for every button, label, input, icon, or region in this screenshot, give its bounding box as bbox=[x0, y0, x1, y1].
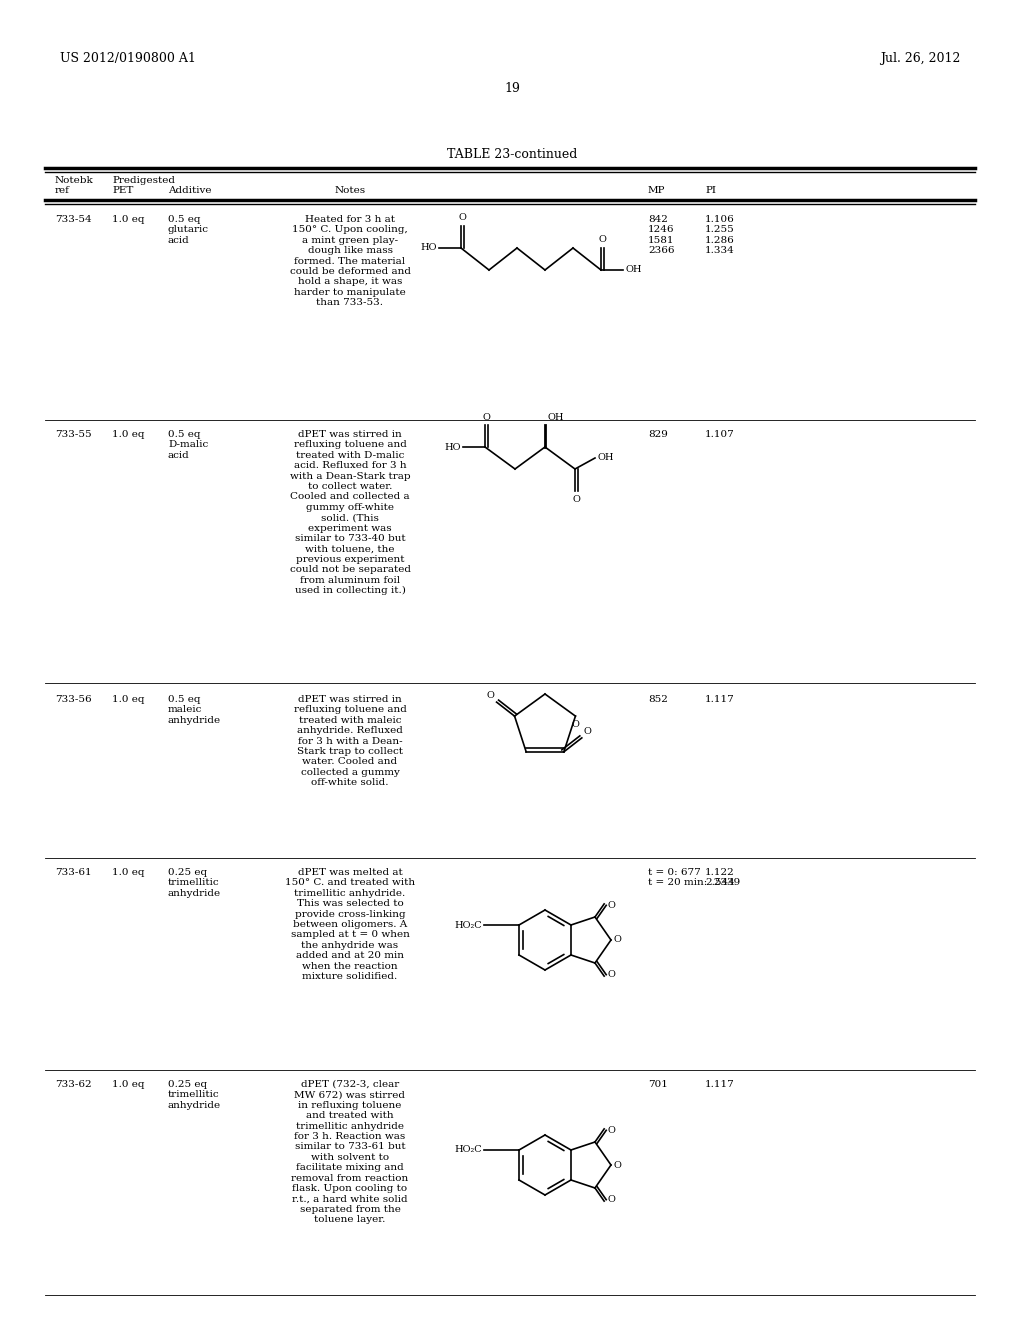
Text: HO: HO bbox=[444, 442, 461, 451]
Text: 1.106
1.255
1.286
1.334: 1.106 1.255 1.286 1.334 bbox=[705, 215, 735, 255]
Text: MP: MP bbox=[648, 186, 666, 195]
Text: 829: 829 bbox=[648, 430, 668, 440]
Text: O: O bbox=[607, 1126, 615, 1135]
Text: O: O bbox=[599, 235, 606, 244]
Text: Heated for 3 h at
150° C. Upon cooling,
a mint green play-
dough like mass
forme: Heated for 3 h at 150° C. Upon cooling, … bbox=[290, 215, 411, 308]
Text: 19: 19 bbox=[504, 82, 520, 95]
Text: 733-61: 733-61 bbox=[55, 869, 91, 876]
Text: 0.5 eq
maleic
anhydride: 0.5 eq maleic anhydride bbox=[168, 696, 221, 725]
Text: 1.0 eq: 1.0 eq bbox=[112, 869, 144, 876]
Text: HO: HO bbox=[421, 243, 437, 252]
Text: 733-56: 733-56 bbox=[55, 696, 91, 704]
Text: OH: OH bbox=[597, 454, 613, 462]
Text: ref: ref bbox=[55, 186, 70, 195]
Text: O: O bbox=[571, 721, 580, 729]
Text: Predigested: Predigested bbox=[112, 176, 175, 185]
Text: dPET was stirred in
refluxing toluene and
treated with D-malic
acid. Refluxed fo: dPET was stirred in refluxing toluene an… bbox=[290, 430, 411, 595]
Text: Notes: Notes bbox=[335, 186, 366, 195]
Text: O: O bbox=[614, 1160, 622, 1170]
Text: 1.0 eq: 1.0 eq bbox=[112, 430, 144, 440]
Text: O: O bbox=[607, 902, 615, 911]
Text: Jul. 26, 2012: Jul. 26, 2012 bbox=[880, 51, 961, 65]
Text: OH: OH bbox=[625, 265, 641, 275]
Text: HO₂C: HO₂C bbox=[455, 1146, 482, 1155]
Text: 1.0 eq: 1.0 eq bbox=[112, 1080, 144, 1089]
Text: 0.5 eq
D-malic
acid: 0.5 eq D-malic acid bbox=[168, 430, 208, 459]
Text: 1.107: 1.107 bbox=[705, 430, 735, 440]
Text: TABLE 23-continued: TABLE 23-continued bbox=[446, 148, 578, 161]
Text: O: O bbox=[482, 413, 490, 422]
Text: 1.122
2.544: 1.122 2.544 bbox=[705, 869, 735, 887]
Text: O: O bbox=[459, 213, 467, 222]
Text: O: O bbox=[607, 970, 615, 978]
Text: 0.25 eq
trimellitic
anhydride: 0.25 eq trimellitic anhydride bbox=[168, 869, 221, 898]
Text: O: O bbox=[584, 727, 592, 735]
Text: O: O bbox=[607, 1195, 615, 1204]
Text: OH: OH bbox=[548, 413, 564, 422]
Text: 733-62: 733-62 bbox=[55, 1080, 91, 1089]
Text: 1.117: 1.117 bbox=[705, 1080, 735, 1089]
Text: dPET was stirred in
refluxing toluene and
treated with maleic
anhydride. Refluxe: dPET was stirred in refluxing toluene an… bbox=[294, 696, 407, 787]
Text: PET: PET bbox=[112, 186, 133, 195]
Text: dPET was melted at
150° C. and treated with
trimellitic anhydride.
This was sele: dPET was melted at 150° C. and treated w… bbox=[285, 869, 415, 981]
Text: 701: 701 bbox=[648, 1080, 668, 1089]
Text: t = 0: 677
t = 20 min:  2339: t = 0: 677 t = 20 min: 2339 bbox=[648, 869, 740, 887]
Text: 1.117: 1.117 bbox=[705, 696, 735, 704]
Text: 852: 852 bbox=[648, 696, 668, 704]
Text: 842
1246
1581
2366: 842 1246 1581 2366 bbox=[648, 215, 675, 255]
Text: Notebk: Notebk bbox=[55, 176, 94, 185]
Text: 1.0 eq: 1.0 eq bbox=[112, 215, 144, 224]
Text: 733-54: 733-54 bbox=[55, 215, 91, 224]
Text: 733-55: 733-55 bbox=[55, 430, 91, 440]
Text: 0.5 eq
glutaric
acid: 0.5 eq glutaric acid bbox=[168, 215, 209, 244]
Text: PI: PI bbox=[705, 186, 716, 195]
Text: O: O bbox=[486, 692, 495, 700]
Text: US 2012/0190800 A1: US 2012/0190800 A1 bbox=[60, 51, 196, 65]
Text: O: O bbox=[614, 936, 622, 945]
Text: O: O bbox=[572, 495, 581, 504]
Text: Additive: Additive bbox=[168, 186, 212, 195]
Text: HO₂C: HO₂C bbox=[455, 920, 482, 929]
Text: dPET (732-3, clear
MW 672) was stirred
in refluxing toluene
and treated with
tri: dPET (732-3, clear MW 672) was stirred i… bbox=[292, 1080, 409, 1224]
Text: 1.0 eq: 1.0 eq bbox=[112, 696, 144, 704]
Text: 0.25 eq
trimellitic
anhydride: 0.25 eq trimellitic anhydride bbox=[168, 1080, 221, 1110]
